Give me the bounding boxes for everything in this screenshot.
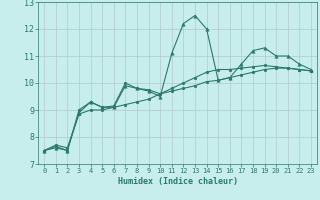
X-axis label: Humidex (Indice chaleur): Humidex (Indice chaleur) bbox=[118, 177, 238, 186]
